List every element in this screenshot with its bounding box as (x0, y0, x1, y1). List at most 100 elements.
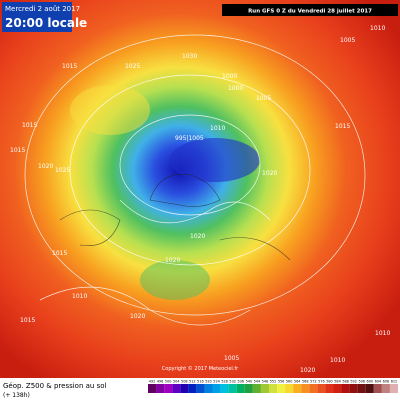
isobar-label: 1020 (165, 257, 180, 264)
scale-label: 564 (294, 380, 300, 384)
scale-label: 568 (302, 380, 308, 384)
scale-swatch (357, 384, 366, 393)
scale-label: 600 (367, 380, 373, 384)
scale-label: 556 (278, 380, 284, 384)
scale-swatch (172, 384, 181, 393)
isobar-label: 1025 (55, 167, 70, 174)
isobars (24, 34, 366, 326)
ridge (70, 85, 150, 135)
scale-label: 576 (318, 380, 324, 384)
scale-label: 612 (391, 380, 397, 384)
trough (140, 260, 210, 300)
isobar-label: 1020 (38, 163, 53, 170)
scale-swatch (268, 384, 278, 393)
date-box (2, 2, 72, 32)
isobar-label: 995|1005 (175, 135, 204, 142)
scale-swatch (236, 384, 245, 393)
scale-label: 524 (213, 380, 219, 384)
isobar-label: 1010 (375, 330, 390, 337)
scale-label: 580 (326, 380, 332, 384)
scale-label: 512 (189, 380, 195, 384)
isobar-label: 1015 (20, 317, 35, 324)
scale-swatch (228, 384, 237, 393)
scale-swatch (220, 384, 229, 393)
scale-label: 592 (350, 380, 356, 384)
scale-label: 520 (205, 380, 211, 384)
isobar-label: 1020 (262, 170, 277, 177)
scale-swatch (301, 384, 310, 393)
isobar-label: 1005 (256, 95, 271, 102)
date: Mercredi 2 août 2017 (5, 5, 80, 13)
scale-swatch (148, 384, 157, 393)
scale-label: 584 (334, 380, 340, 384)
scale-label: 552 (270, 380, 276, 384)
scale-swatch (293, 384, 302, 393)
isobar-label: 1010 (370, 25, 385, 32)
scale-swatch (309, 384, 318, 393)
scale-label: 528 (221, 380, 227, 384)
scale-label: 536 (237, 380, 243, 384)
scale-swatch (260, 384, 269, 393)
scale-swatch (277, 384, 286, 393)
scale-label: 572 (310, 380, 316, 384)
lead-time: (+ 138h) (3, 392, 30, 399)
scale-swatch (373, 384, 382, 393)
isobar-label: 1020 (130, 313, 145, 320)
scale-label: 560 (286, 380, 292, 384)
low-area (170, 138, 260, 182)
scale-label: 516 (197, 380, 203, 384)
run-box (222, 4, 398, 16)
copyright: Copyright © 2017 Meteociel.fr (162, 365, 239, 372)
scale-swatch (244, 384, 253, 393)
isobar-label: 1015 (335, 123, 350, 130)
scale-swatch (156, 384, 165, 393)
isobar-label: 1015 (10, 147, 25, 154)
isobar-label: 1015 (62, 63, 77, 70)
scale-label: 496 (157, 380, 163, 384)
run-info: Run GFS 0 Z du Vendredi 28 juillet 2017 (248, 9, 372, 15)
scale-label: 492 (149, 380, 155, 384)
time: 20:00 locale (5, 16, 87, 30)
isobar-label: 1020 (190, 233, 205, 240)
isobar-label: 1015 (22, 122, 37, 129)
footer-title: Géop. Z500 & pression au sol (3, 382, 107, 390)
scale-label: 500 (165, 380, 171, 384)
scale-swatch (333, 384, 342, 393)
isobar-label: 1000 (222, 73, 237, 80)
scale-label: 544 (254, 380, 260, 384)
scale-label: 596 (358, 380, 364, 384)
isobar-label: 1020 (300, 367, 315, 374)
isobar-label: 1010 (330, 357, 345, 364)
scale-swatch (325, 384, 334, 393)
scale-label: 604 (375, 380, 381, 384)
scale-swatch (164, 384, 173, 393)
scale-swatch (180, 384, 189, 393)
scale-label: 508 (181, 380, 187, 384)
scale-label: 588 (342, 380, 348, 384)
scale-swatch (349, 384, 358, 393)
scale-swatch (204, 384, 213, 393)
isobar-label: 1010 (210, 125, 225, 132)
scale-label: 532 (229, 380, 235, 384)
geopotential-field (0, 0, 400, 378)
isobar-label: 1000 (228, 85, 243, 92)
isobar-label: 1015 (52, 250, 67, 257)
scale-swatch (196, 384, 205, 393)
scale-swatch (381, 384, 390, 393)
isobar-label: 1005 (224, 355, 239, 362)
scale-swatch (285, 384, 294, 393)
scale-swatch (341, 384, 350, 393)
isobar-label: 1005 (340, 37, 355, 44)
scale-swatch (389, 384, 398, 393)
scale-label: 504 (173, 380, 179, 384)
isobar-label: 1025 (125, 63, 140, 70)
isobar-label: 1030 (182, 53, 197, 60)
scale-swatch (188, 384, 197, 393)
scale-label: 548 (262, 380, 268, 384)
scale-swatch (252, 384, 261, 393)
coastlines (59, 173, 291, 261)
isobar-label: 1010 (72, 293, 87, 300)
scale-label: 540 (246, 380, 252, 384)
scale-swatch (212, 384, 221, 393)
